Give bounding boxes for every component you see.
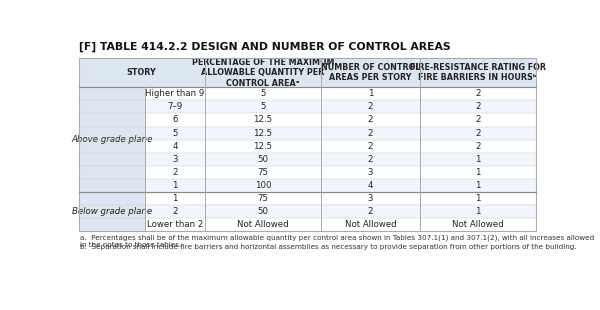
Text: Above grade plane: Above grade plane: [71, 135, 153, 144]
Text: Not Allowed: Not Allowed: [237, 220, 289, 229]
Text: NUMBER OF CONTROL
AREAS PER STORY: NUMBER OF CONTROL AREAS PER STORY: [320, 63, 420, 82]
Text: 1: 1: [368, 89, 373, 98]
Text: Not Allowed: Not Allowed: [452, 220, 503, 229]
Text: 1: 1: [475, 181, 481, 190]
Bar: [145, 140, 536, 153]
Text: STORY: STORY: [127, 68, 157, 77]
Text: a.  Percentages shall be of the maximum allowable quantity per control area show: a. Percentages shall be of the maximum a…: [80, 234, 595, 248]
Text: 1: 1: [172, 181, 178, 190]
Text: Lower than 2: Lower than 2: [147, 220, 203, 229]
Text: 2: 2: [475, 142, 481, 151]
Text: Not Allowed: Not Allowed: [344, 220, 396, 229]
Text: 50: 50: [257, 207, 268, 216]
Text: [F] TABLE 414.2.2 DESIGN AND NUMBER OF CONTROL AREAS: [F] TABLE 414.2.2 DESIGN AND NUMBER OF C…: [79, 42, 451, 52]
Text: FIRE-RESISTANCE RATING FOR
FIRE BARRIERS IN HOURSᵇ: FIRE-RESISTANCE RATING FOR FIRE BARRIERS…: [410, 63, 546, 82]
Text: 12.5: 12.5: [253, 142, 272, 151]
Text: 100: 100: [254, 181, 271, 190]
Text: 75: 75: [257, 194, 268, 203]
Text: PERCENTAGE OF THE MAXIMUM
ALLOWABLE QUANTITY PER
CONTROL AREAᵃ: PERCENTAGE OF THE MAXIMUM ALLOWABLE QUAN…: [191, 58, 334, 87]
Text: 5: 5: [172, 129, 178, 138]
Text: Below grade plane: Below grade plane: [72, 207, 152, 216]
Bar: [79, 87, 145, 192]
Text: 5: 5: [260, 102, 266, 111]
Text: 3: 3: [172, 155, 178, 164]
Bar: [145, 113, 536, 126]
Text: 2: 2: [475, 102, 481, 111]
Bar: [79, 58, 536, 87]
Bar: [145, 205, 536, 218]
Text: 2: 2: [172, 207, 178, 216]
Text: 50: 50: [257, 155, 268, 164]
Text: Higher than 9: Higher than 9: [145, 89, 205, 98]
Text: 2: 2: [172, 168, 178, 177]
Text: 2: 2: [368, 115, 373, 125]
Text: 75: 75: [257, 168, 268, 177]
Bar: [145, 153, 536, 166]
Text: 2: 2: [475, 115, 481, 125]
Text: 4: 4: [172, 142, 178, 151]
Bar: [145, 87, 536, 100]
Text: 12.5: 12.5: [253, 129, 272, 138]
Text: 1: 1: [475, 207, 481, 216]
Text: 4: 4: [368, 181, 373, 190]
Bar: [145, 179, 536, 192]
Text: 7–9: 7–9: [167, 102, 182, 111]
Bar: [145, 218, 536, 231]
Bar: [145, 100, 536, 113]
Text: 5: 5: [260, 89, 266, 98]
Bar: [145, 192, 536, 205]
Bar: [145, 166, 536, 179]
Text: 2: 2: [368, 207, 373, 216]
Bar: [79, 58, 536, 231]
Text: 6: 6: [172, 115, 178, 125]
Text: 2: 2: [475, 89, 481, 98]
Text: 3: 3: [368, 168, 373, 177]
Text: 1: 1: [475, 155, 481, 164]
Text: 2: 2: [475, 129, 481, 138]
Text: 1: 1: [172, 194, 178, 203]
Text: 2: 2: [368, 155, 373, 164]
Text: 2: 2: [368, 102, 373, 111]
Text: 12.5: 12.5: [253, 115, 272, 125]
Text: 2: 2: [368, 142, 373, 151]
Text: b.  Separation shall include fire barriers and horizontal assemblies as necessar: b. Separation shall include fire barrier…: [80, 244, 577, 250]
Text: 1: 1: [475, 168, 481, 177]
Text: 3: 3: [368, 194, 373, 203]
Text: 1: 1: [475, 194, 481, 203]
Bar: [145, 126, 536, 140]
Bar: [79, 192, 145, 231]
Text: 2: 2: [368, 129, 373, 138]
